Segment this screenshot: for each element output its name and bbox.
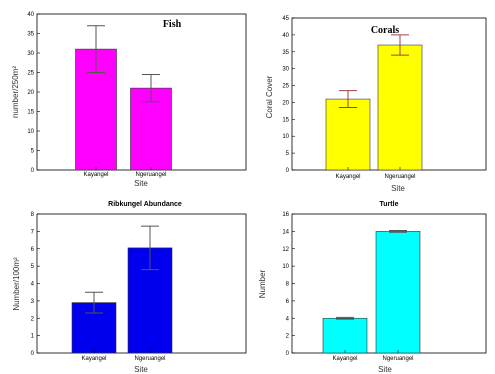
y-axis-label: Number: [258, 269, 267, 298]
y-tick-label: 1: [31, 334, 35, 340]
y-tick-label: 35: [282, 50, 289, 56]
y-tick-label: 45: [282, 16, 289, 22]
bars: Kayangel Ngeruangel: [325, 34, 423, 180]
y-tick-label: 15: [27, 110, 34, 116]
y-tick-label: 25: [282, 84, 289, 90]
y-tick-label: 35: [27, 32, 34, 38]
x-tick-label: Ngeruangel: [135, 172, 166, 178]
y-tick-label: 2: [286, 334, 290, 340]
y-axis-label: number/250m²: [11, 66, 20, 118]
y-tick-label: 0: [286, 168, 290, 174]
bar: [322, 317, 368, 354]
y-axis-label: Coral Cover: [265, 75, 274, 118]
y-tick-label: 30: [27, 51, 34, 57]
y-ticks: 0 1 2 3 4 5 6 7 8: [31, 212, 40, 357]
bars: Kayangel Ngeruangel: [322, 230, 421, 362]
bar: [325, 98, 371, 171]
y-tick-label: 40: [282, 33, 289, 39]
chart-title: Turtle: [380, 201, 399, 208]
y-tick-label: 5: [31, 264, 35, 270]
y-tick-label: 30: [282, 67, 289, 73]
x-tick-label: Kayangel: [332, 356, 357, 362]
y-tick-label: 20: [27, 90, 34, 96]
x-tick-label: Kayangel: [81, 356, 106, 362]
chart-title: Fish: [163, 19, 182, 30]
y-tick-label: 10: [27, 129, 34, 135]
y-tick-label: 6: [286, 299, 290, 305]
panel-fish: Fish number/250m² Site 0510152025303540 …: [11, 12, 247, 188]
x-tick-label: Kayangel: [83, 172, 108, 178]
y-tick-label: 10: [282, 264, 289, 270]
panel-corals: Corals Coral Cover Site 0 5 10 15 20 25 30 35 40…: [265, 16, 487, 193]
x-tick-label: Kayangel: [335, 174, 360, 180]
x-tick-label: Ngeruangel: [134, 356, 165, 362]
y-tick-label: 14: [282, 229, 289, 235]
y-tick-label: 4: [286, 316, 290, 322]
y-tick-label: 5: [31, 149, 35, 155]
y-ticks: 0 2 4 6 8 10 12 14 16: [282, 212, 295, 357]
y-tick-label: 0: [31, 168, 35, 174]
x-tick-label: Ngeruangel: [382, 356, 413, 362]
y-ticks: 0 5 10 15 20 25 30 35 40 45: [282, 16, 295, 174]
y-tick-label: 0: [286, 351, 290, 357]
y-tick-label: 5: [286, 151, 290, 157]
bar: [375, 231, 421, 354]
y-tick-label: 8: [31, 212, 35, 218]
y-tick-label: 2: [31, 316, 35, 322]
y-tick-label: 0: [31, 351, 35, 357]
y-tick-label: 7: [31, 229, 35, 235]
panel-ribkungel: Ribkungel Abundance Number/100m² Site 0 1…: [12, 201, 247, 374]
y-tick-label: 6: [31, 247, 35, 253]
y-tick-label: 20: [282, 100, 289, 106]
y-tick-label: 15: [282, 117, 289, 123]
y-tick-label: 16: [282, 212, 289, 218]
y-tick-label: 40: [27, 12, 34, 18]
chart-title: Corals: [371, 25, 399, 36]
y-tick-label: 10: [282, 134, 289, 140]
y-tick-label: 4: [31, 282, 35, 288]
x-axis-label: Site: [134, 179, 148, 188]
x-axis-label: Site: [134, 365, 148, 374]
y-tick-label: 3: [31, 299, 35, 305]
x-axis-label: Site: [378, 365, 392, 374]
bar: [377, 44, 423, 171]
y-axis-label: Number/100m²: [12, 257, 21, 311]
y-tick-label: 8: [286, 282, 290, 288]
x-axis-label: Site: [391, 184, 405, 193]
bars: Kayangel Ngeruangel: [75, 25, 172, 178]
y-tick-label: 12: [282, 247, 289, 253]
x-tick-label: Ngeruangel: [384, 174, 415, 180]
chart-title: Ribkungel Abundance: [108, 201, 182, 208]
panel-turtle: Turtle Number Site 0 2 4 6 8 10 12 14 16 Kayange…: [258, 201, 487, 374]
y-ticks: 0 5 10 15 20 25 30 35 40: [27, 12, 40, 174]
y-tick-label: 25: [27, 71, 34, 77]
bars: Kayangel Ngeruangel: [71, 225, 173, 362]
